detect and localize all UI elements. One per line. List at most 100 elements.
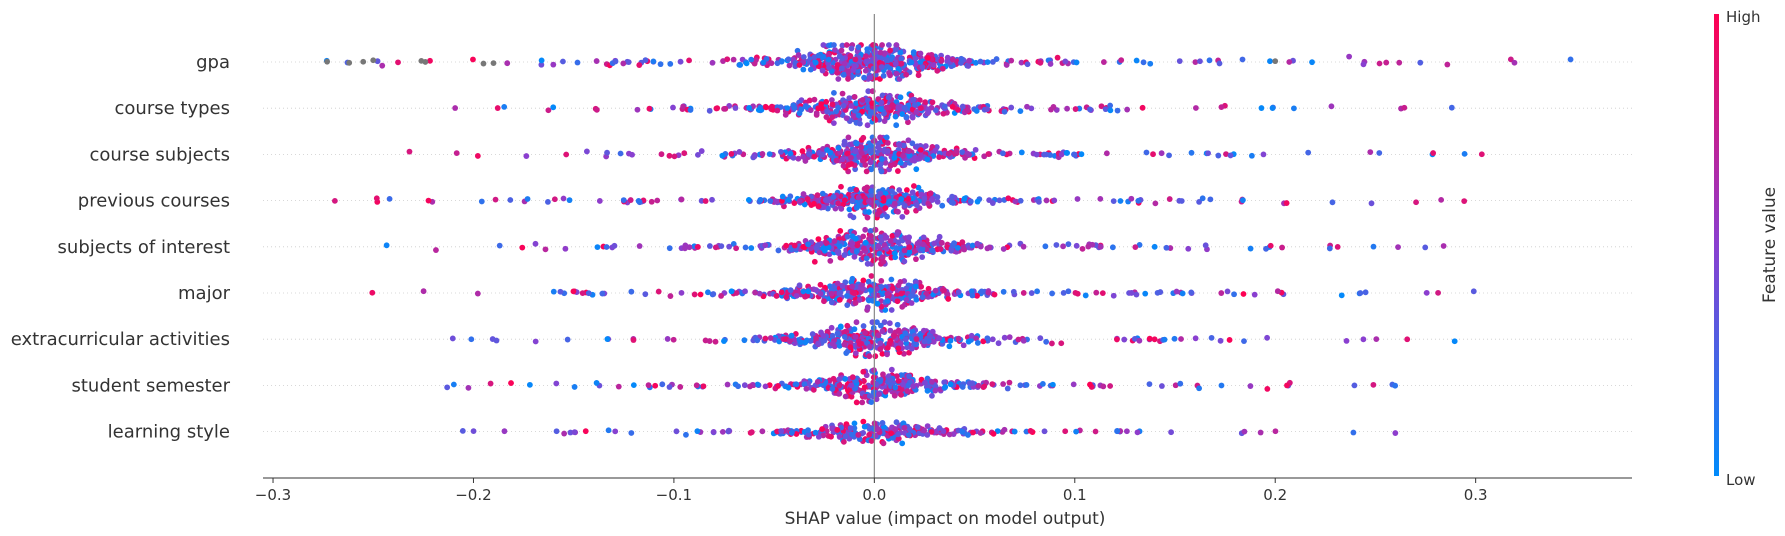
shap-point: [889, 434, 896, 441]
shap-point: [866, 431, 873, 438]
shap-point: [835, 145, 842, 151]
shap-point: [1142, 290, 1149, 297]
shap-point: [1192, 335, 1199, 342]
shap-point: [800, 191, 807, 197]
shap-point: [611, 242, 618, 249]
shap-point: [836, 243, 843, 250]
shap-point: [913, 336, 920, 342]
shap-point: [1008, 104, 1015, 111]
shap-point: [813, 287, 820, 293]
feature-label: major: [178, 283, 231, 304]
shap-point: [999, 150, 1006, 157]
shap-point: [620, 197, 627, 203]
shap-point: [842, 376, 849, 382]
shap-point: [980, 338, 987, 345]
shap-point: [787, 150, 794, 157]
shap-point: [1092, 428, 1099, 435]
shap-point-missing: [490, 60, 497, 67]
shap-point: [501, 428, 508, 435]
shap-point: [991, 291, 998, 298]
shap-point: [783, 294, 790, 300]
shap-point: [667, 60, 674, 67]
shap-point: [870, 389, 877, 396]
shap-point: [1010, 288, 1017, 295]
shap-point: [1024, 61, 1031, 68]
shap-point: [1178, 336, 1184, 342]
shap-point: [698, 148, 705, 154]
shap-point: [841, 334, 848, 340]
shap-point: [827, 258, 834, 264]
shap-point: [849, 197, 856, 203]
shap-point: [762, 242, 769, 249]
shap-point: [1241, 338, 1247, 345]
shap-point: [986, 197, 993, 204]
shap-point: [852, 333, 859, 340]
shap-point: [774, 60, 781, 67]
shap-point: [974, 240, 981, 247]
shap-point: [1005, 195, 1012, 202]
shap-point: [790, 154, 797, 161]
shap-point: [877, 340, 884, 347]
shap-point: [1017, 108, 1024, 115]
shap-point: [1274, 288, 1281, 295]
shap-point: [785, 56, 792, 63]
shap-point: [1121, 336, 1128, 343]
shap-point: [972, 59, 979, 66]
shap-point: [811, 96, 818, 103]
shap-point: [452, 105, 459, 111]
shap-point: [917, 147, 924, 153]
shap-point: [863, 255, 870, 262]
shap-point: [844, 233, 851, 240]
shap-point: [702, 198, 709, 204]
shap-point: [829, 385, 836, 392]
shap-point: [787, 338, 793, 345]
shap-point: [845, 134, 852, 141]
shap-point: [852, 350, 859, 356]
shap-point: [712, 244, 719, 251]
shap-point: [884, 298, 891, 304]
shap-point: [538, 61, 545, 68]
shap-point: [1041, 428, 1048, 435]
shap-point: [774, 107, 781, 114]
shap-point: [809, 331, 816, 337]
shap-point: [885, 42, 892, 48]
shap-point: [1208, 334, 1215, 341]
x-axis: −0.3 −0.2 −0.1 0.0 0.1 0.2 0.3: [255, 477, 1632, 504]
shap-point: [969, 292, 976, 299]
shap-point: [870, 374, 877, 381]
shap-point: [931, 240, 938, 247]
shap-point: [678, 289, 685, 296]
shap-point: [805, 431, 812, 438]
shap-point: [860, 233, 867, 240]
shap-point: [920, 241, 927, 248]
shap-point: [628, 288, 635, 295]
shap-point: [905, 137, 912, 144]
shap-point: [883, 246, 890, 252]
shap-point: [834, 427, 841, 433]
shap-point: [905, 432, 912, 439]
shap-point: [878, 278, 885, 284]
shap-point: [887, 237, 894, 244]
shap-point: [1065, 241, 1072, 248]
shap-point: [861, 74, 867, 81]
shap-point: [910, 183, 917, 189]
shap-point: [1073, 242, 1080, 249]
shap-point: [1461, 198, 1468, 204]
shap-point: [1206, 57, 1213, 64]
shap-point: [730, 56, 737, 63]
shap-point: [906, 249, 913, 256]
shap-point: [880, 258, 887, 265]
shap-point: [906, 244, 913, 251]
shap-point: [828, 290, 835, 297]
shap-point: [693, 382, 700, 389]
shap-point: [811, 258, 818, 265]
shap-point: [969, 242, 976, 249]
shap-point: [916, 97, 923, 104]
shap-point: [1074, 290, 1081, 297]
shap-point: [459, 428, 466, 434]
shap-point: [844, 150, 851, 157]
shap-point: [1000, 288, 1007, 295]
shap-point: [903, 296, 910, 303]
shap-point: [917, 50, 924, 57]
shap-point: [946, 431, 953, 438]
